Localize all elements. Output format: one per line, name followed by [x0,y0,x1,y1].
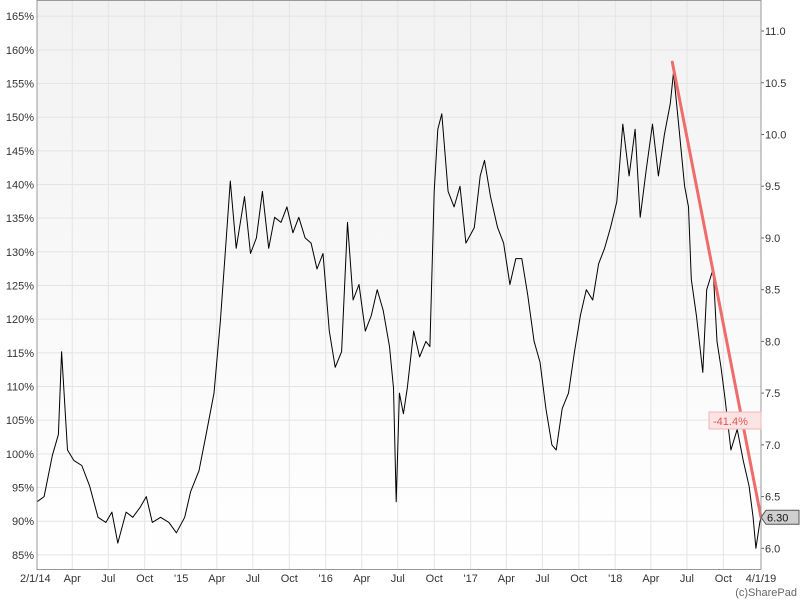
y-left-tick-label: 120% [6,314,34,326]
y-right-tick-label: 11.0 [765,26,786,38]
y-left-tick-label: 90% [12,516,34,528]
y-right-tick-label: 8.0 [765,336,780,348]
y-left-tick-label: 85% [12,550,34,562]
y-left-tick-label: 140% [6,180,34,192]
x-tick-label: 4/1/19 [746,573,777,585]
y-left-tick-label: 115% [7,348,35,360]
grid-layer [37,0,761,569]
x-tick-label: Apr [642,573,659,585]
x-tick-label: Apr [64,573,81,585]
change-label-box [708,411,762,430]
y-left-tick-label: 100% [6,449,34,461]
x-tick-label: '17 [464,573,478,585]
x-tick-label: Apr [353,573,370,585]
x-tick-label: Oct [136,573,153,585]
price-line [36,71,762,549]
x-tick-label: Jul [101,573,115,585]
y-left-tick-label: 135% [6,213,34,225]
y-left-tick-label: 130% [6,247,34,259]
x-tick-label: Oct [281,573,298,585]
x-tick-label: '18 [608,573,622,585]
watermark: (c)SharePad [735,587,797,599]
x-tick-label: Apr [498,573,515,585]
y-right-tick-label: 6.0 [765,543,780,555]
y-left-tick-label: 155% [6,78,34,90]
axis-layer: 2/1/14 Apr Jul Oct '15 Apr Jul Oct '16 Apr Jul Oct '… [6,0,786,585]
series-layer [36,60,763,549]
y-right-tick-label: 6.5 [765,492,780,504]
x-tick-label: '15 [174,573,188,585]
x-tick-label: Apr [208,573,225,585]
y-left-tick-label: 95% [12,483,34,495]
y-left-tick-label: 145% [6,146,34,158]
y-right-tick-label: 8.5 [765,285,780,297]
y-left-tick-label: 160% [6,45,34,57]
last-price-marker [760,509,800,525]
plot-frame [36,0,762,570]
y-left-tick-label: 110% [7,382,35,394]
y-right-tick-label: 10.0 [765,129,786,141]
y-left-tick-label: 165% [6,11,34,23]
y-left-tick-label: 150% [6,112,34,124]
change-label: -41.4% [713,416,748,428]
y-right-tick-label: 7.0 [765,440,780,452]
y-right-tick-label: 10.5 [765,78,786,90]
y-right-tick-label: 9.5 [765,181,780,193]
y-right-tick-label: 9.0 [765,233,780,245]
x-tick-label: Jul [391,573,405,585]
x-tick-label: Jul [535,573,549,585]
x-tick-label: Oct [426,573,443,585]
x-tick-label: Oct [715,573,732,585]
last-price-label: 6.30 [767,512,788,524]
x-tick-label: Jul [246,573,260,585]
plot-background [37,0,761,569]
y-right-tick-label: 7.5 [765,388,780,400]
x-tick-label: 2/1/14 [20,573,51,585]
x-tick-label: Jul [680,573,694,585]
label-layer: -41.4% 6.30 (c)SharePad [708,411,800,599]
x-tick-label: '16 [319,573,333,585]
y-left-tick-label: 105% [6,415,34,427]
y-left-tick-label: 125% [6,281,34,293]
trend-line [670,60,763,519]
x-tick-label: Oct [570,573,587,585]
